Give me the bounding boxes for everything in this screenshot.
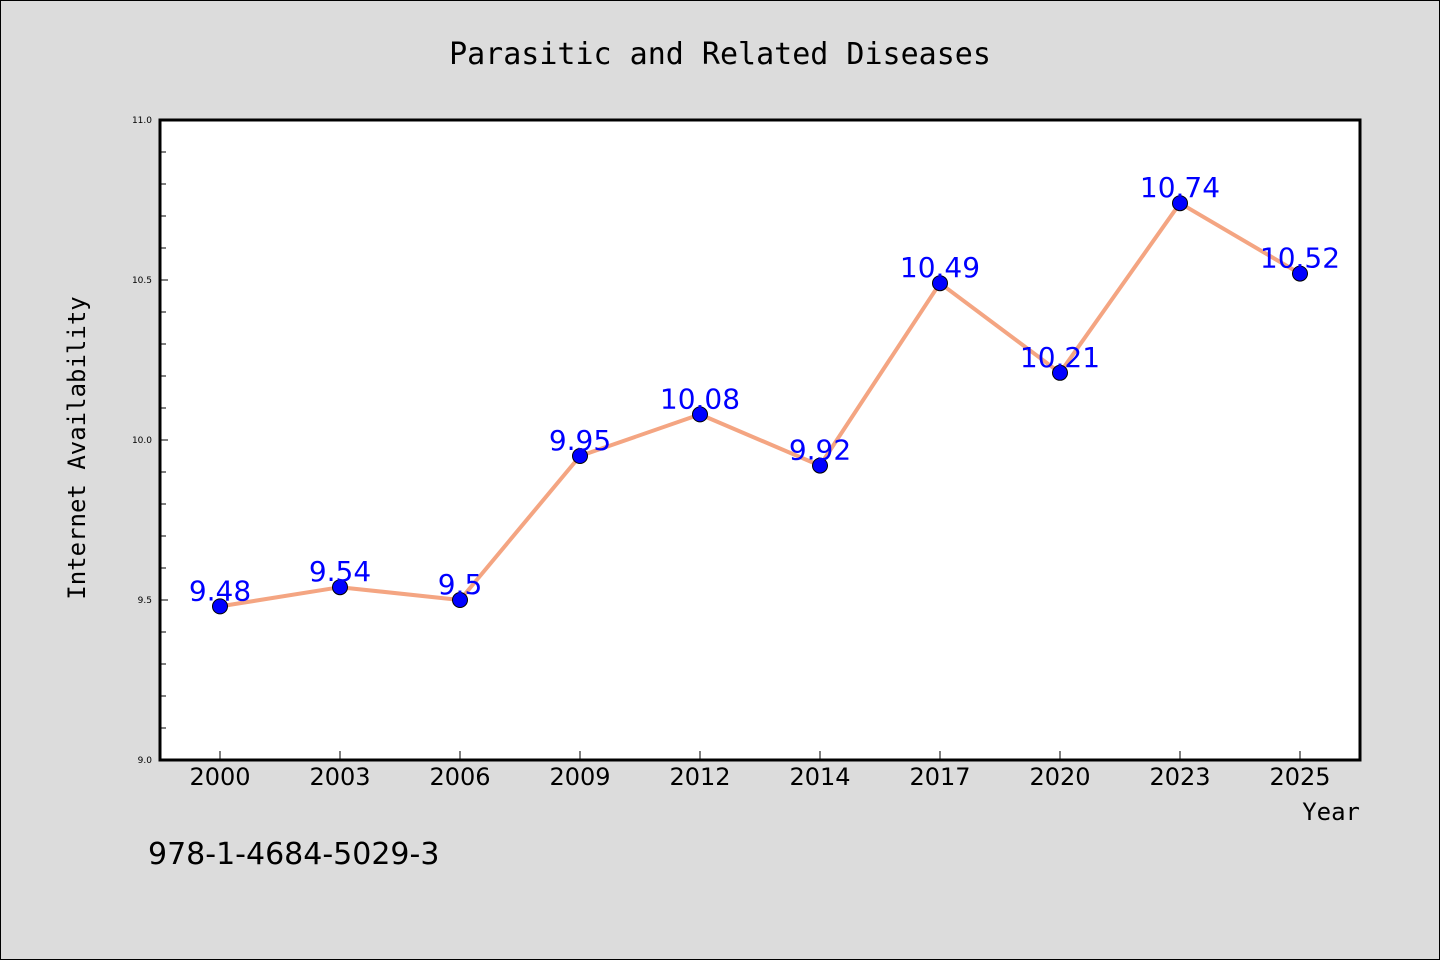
x-tick-label: 2012: [669, 763, 730, 791]
x-tick-label: 2003: [309, 763, 370, 791]
data-point: [1172, 195, 1188, 212]
y-axis: 9.0 9.5 10.0 10.5 11.0: [132, 116, 168, 766]
y-tick-label: 10.0: [132, 436, 152, 446]
x-tick-label: 2025: [1269, 763, 1330, 791]
y-tick-label: 9.0: [138, 756, 153, 766]
data-point: [452, 592, 468, 608]
data-label: 10.21: [1020, 341, 1100, 374]
data-label: 10.49: [900, 251, 980, 284]
x-axis-label: Year: [1302, 798, 1360, 826]
series-line: [218, 201, 1302, 609]
data-point: [932, 275, 948, 292]
y-tick-label: 11.0: [132, 116, 152, 126]
data-point: [1052, 364, 1068, 381]
x-axis: 2000 2003 2006 2009 2012 2014 2017 2020 2023 2025: [189, 751, 1331, 791]
x-tick-label: 2017: [909, 763, 970, 791]
x-tick-label: 2006: [429, 763, 490, 791]
data-label: 9.54: [309, 555, 371, 588]
data-label: 9.5: [438, 568, 483, 601]
data-point: [212, 598, 228, 615]
y-tick-label: 10.5: [132, 276, 152, 286]
data-label: 10.74: [1140, 171, 1220, 204]
data-label: 10.08: [660, 382, 740, 415]
data-point: [572, 448, 588, 464]
y-tick-label: 9.5: [138, 596, 152, 606]
data-label: 9.92: [789, 434, 851, 467]
chart-title: Parasitic and Related Diseases: [449, 37, 991, 72]
x-tick-label: 2000: [189, 763, 250, 791]
data-label: 10.52: [1260, 242, 1340, 275]
x-tick-label: 2014: [789, 763, 850, 791]
y-axis-label: Internet Availability: [63, 296, 91, 599]
data-markers: [212, 195, 1308, 615]
data-labels: 9.48 9.54 9.5 9.95 10.08 9.92 10.49 10.21 10.74 1…: [189, 171, 1340, 607]
data-label: 9.95: [549, 424, 611, 457]
series-line-layer: [218, 201, 1302, 609]
x-tick-label: 2023: [1149, 763, 1210, 791]
data-point: [1292, 265, 1308, 282]
data-point: [812, 457, 828, 474]
x-tick-label: 2020: [1029, 763, 1090, 791]
data-point: [332, 579, 348, 596]
data-point: [692, 406, 708, 423]
footer-text: 978-1-4684-5029-3: [148, 837, 439, 872]
data-label: 9.48: [189, 574, 251, 607]
x-tick-label: 2009: [549, 763, 610, 791]
